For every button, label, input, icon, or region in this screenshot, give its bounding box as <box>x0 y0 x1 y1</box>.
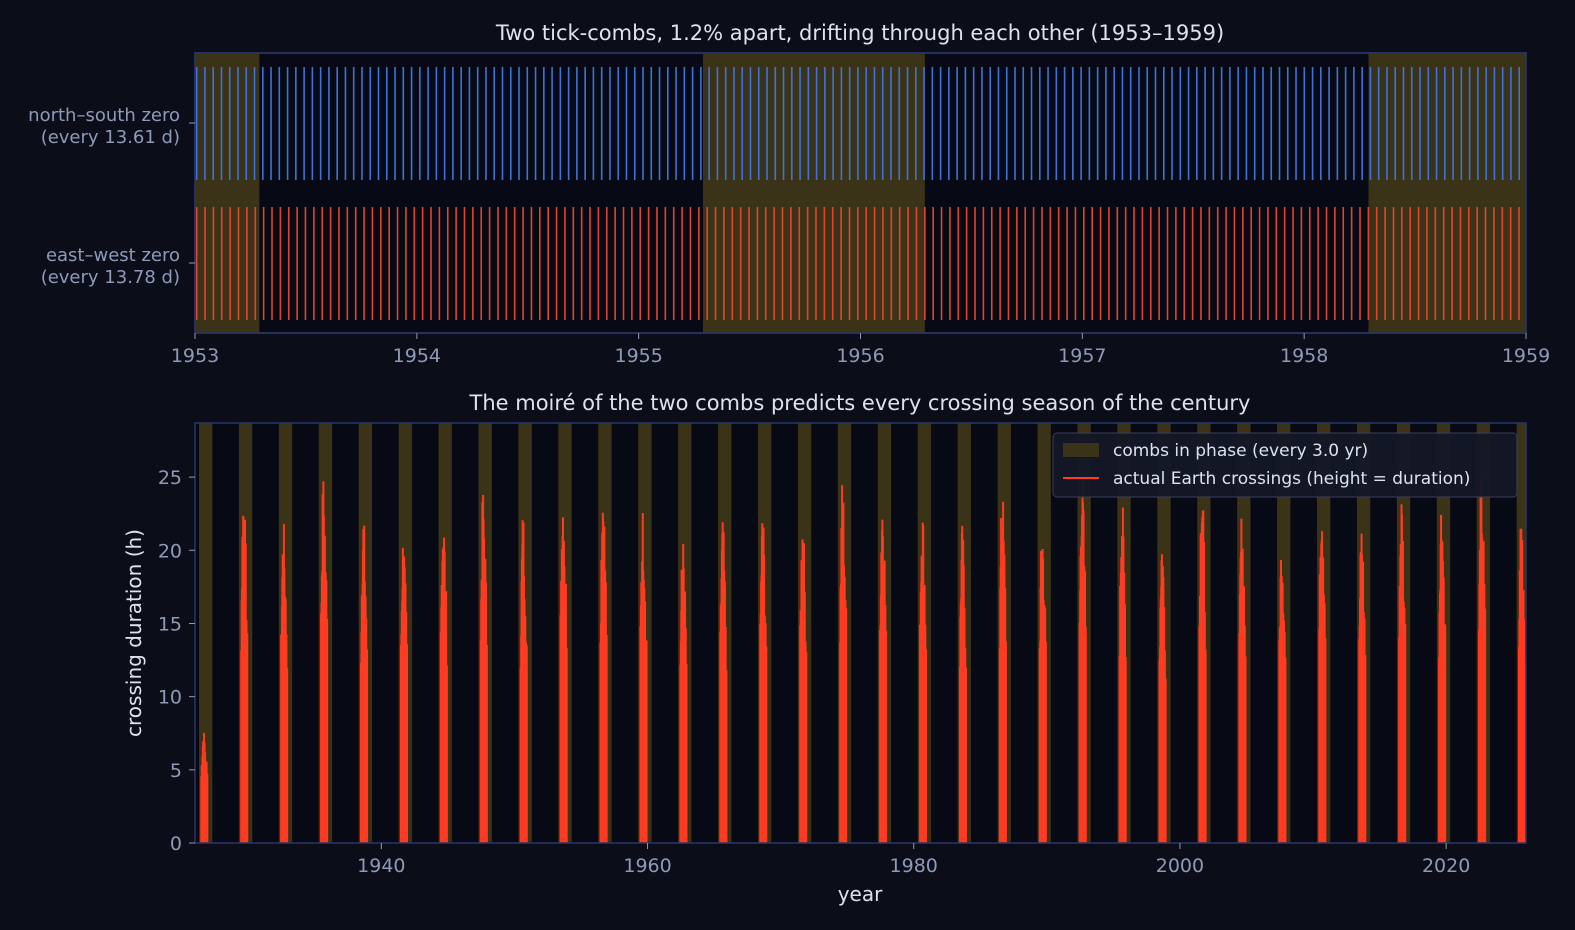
legend: combs in phase (every 3.0 yr) actual Ear… <box>1052 432 1518 498</box>
season-band <box>198 423 213 843</box>
bottom-x-tick-label: 2000 <box>1156 855 1204 877</box>
panel-bottom: The moiré of the two combs predicts ever… <box>122 391 1527 906</box>
legend-label-bands: combs in phase (every 3.0 yr) <box>1113 441 1368 461</box>
bottom-x-tick-label: 1960 <box>623 855 671 877</box>
bottom-x-tick-label: 2020 <box>1422 855 1470 877</box>
bottom-plot-frame <box>194 422 1527 844</box>
bottom-y-ticks: 0 5 10 15 20 25 <box>158 467 195 855</box>
bottom-y-tick-label: 10 <box>158 687 182 709</box>
legend-band-swatch <box>1063 443 1099 457</box>
bottom-x-ticks: 1940 1960 1980 2000 2020 <box>357 843 1470 877</box>
tick-combs <box>195 67 1521 320</box>
series-label-ew-2: (every 13.78 d) <box>41 267 180 288</box>
bottom-chart-title: The moiré of the two combs predicts ever… <box>469 391 1251 415</box>
top-x-tick-label: 1958 <box>1280 345 1328 367</box>
bottom-y-tick-label: 20 <box>158 540 182 562</box>
series-label-ns-2: (every 13.61 d) <box>41 127 180 148</box>
y-axis-label: crossing duration (h) <box>122 529 146 737</box>
top-chart-title: Two tick-combs, 1.2% apart, drifting thr… <box>495 21 1224 45</box>
bottom-x-tick-label: 1940 <box>357 855 405 877</box>
top-x-ticks: 1953 1954 1955 1956 1957 1958 1959 <box>171 333 1550 367</box>
bottom-y-tick-label: 25 <box>158 467 182 489</box>
series-label-ew-1: east–west zero <box>46 245 180 266</box>
bottom-y-tick-label: 0 <box>170 833 182 855</box>
panel-top: Two tick-combs, 1.2% apart, drifting thr… <box>28 21 1550 367</box>
crossing-bars <box>200 477 1527 843</box>
legend-label-crossings: actual Earth crossings (height = duratio… <box>1113 469 1470 489</box>
bottom-y-tick-label: 5 <box>170 760 182 782</box>
top-x-tick-label: 1959 <box>1502 345 1550 367</box>
bottom-x-tick-label: 1980 <box>890 855 938 877</box>
top-x-tick-label: 1956 <box>836 345 884 367</box>
series-label-ns-1: north–south zero <box>28 105 180 126</box>
x-axis-label: year <box>838 882 883 906</box>
top-x-tick-label: 1954 <box>393 345 441 367</box>
legend-box <box>1052 432 1518 498</box>
top-x-tick-label: 1955 <box>614 345 662 367</box>
bottom-y-tick-label: 15 <box>158 613 182 635</box>
top-x-tick-label: 1953 <box>171 345 219 367</box>
top-x-tick-label: 1957 <box>1058 345 1106 367</box>
